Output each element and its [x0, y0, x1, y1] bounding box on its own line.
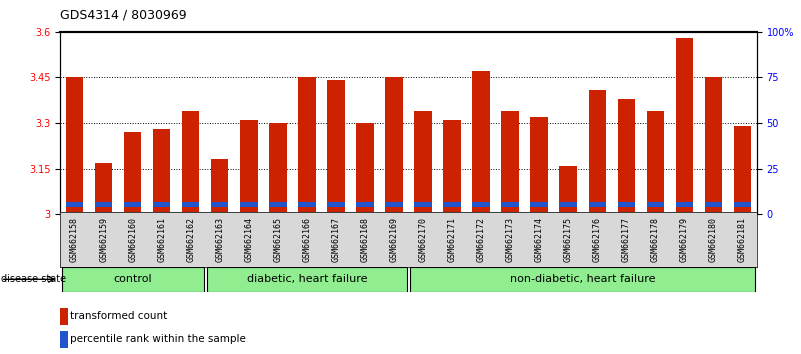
Text: GSM662180: GSM662180 [709, 217, 718, 262]
Text: GSM662166: GSM662166 [303, 217, 312, 262]
Text: GSM662165: GSM662165 [273, 217, 282, 262]
Bar [60, 308, 68, 325]
Text: percentile rank within the sample: percentile rank within the sample [70, 335, 246, 344]
Text: GSM662177: GSM662177 [622, 217, 630, 262]
Bar [385, 78, 403, 214]
Bar [298, 78, 316, 214]
Bar [646, 111, 664, 214]
Text: GSM662171: GSM662171 [448, 217, 457, 262]
Text: GSM662160: GSM662160 [128, 217, 137, 262]
Text: GSM662163: GSM662163 [215, 217, 224, 262]
Text: GSM662178: GSM662178 [651, 217, 660, 262]
Bar [62, 267, 203, 292]
Bar [356, 202, 373, 207]
Text: GSM662174: GSM662174 [535, 217, 544, 262]
Bar [559, 202, 577, 207]
Bar [95, 162, 112, 214]
Text: GSM662164: GSM662164 [244, 217, 253, 262]
Bar [414, 111, 432, 214]
Bar [443, 120, 461, 214]
Text: diabetic, heart failure: diabetic, heart failure [247, 274, 367, 284]
Bar [705, 202, 722, 207]
Text: GSM662181: GSM662181 [738, 217, 747, 262]
Bar [327, 202, 344, 207]
Bar [269, 202, 287, 207]
Bar [618, 202, 635, 207]
Text: GSM662175: GSM662175 [564, 217, 573, 262]
Bar [66, 202, 83, 207]
Bar [589, 202, 606, 207]
Bar [124, 202, 141, 207]
Text: GSM662173: GSM662173 [505, 217, 514, 262]
Text: GDS4314 / 8030969: GDS4314 / 8030969 [60, 9, 187, 22]
Text: GSM662167: GSM662167 [332, 217, 340, 262]
Bar [589, 90, 606, 214]
Bar [95, 202, 112, 207]
Text: GSM662162: GSM662162 [187, 217, 195, 262]
Bar [414, 202, 432, 207]
Bar [618, 99, 635, 214]
Bar [501, 202, 519, 207]
Text: GSM662158: GSM662158 [70, 217, 79, 262]
Bar [153, 202, 171, 207]
Text: GSM662179: GSM662179 [680, 217, 689, 262]
Text: GSM662176: GSM662176 [593, 217, 602, 262]
Bar [240, 202, 257, 207]
Bar [473, 202, 489, 207]
Bar [60, 331, 68, 348]
Bar [327, 80, 344, 214]
Bar [153, 129, 171, 214]
Bar [559, 166, 577, 214]
Bar [298, 202, 316, 207]
Bar [675, 38, 693, 214]
Bar [207, 267, 407, 292]
Text: GSM662168: GSM662168 [360, 217, 369, 262]
Bar [124, 132, 141, 214]
Bar [211, 160, 228, 214]
Text: transformed count: transformed count [70, 312, 167, 321]
Bar [473, 72, 489, 214]
Bar [66, 78, 83, 214]
Bar [443, 202, 461, 207]
Text: GSM662161: GSM662161 [157, 217, 166, 262]
Bar [646, 202, 664, 207]
Text: GSM662172: GSM662172 [477, 217, 485, 262]
Bar [734, 126, 751, 214]
Bar [705, 78, 722, 214]
Bar [530, 202, 548, 207]
Text: disease state: disease state [1, 274, 66, 284]
Bar [501, 111, 519, 214]
Text: non-diabetic, heart failure: non-diabetic, heart failure [510, 274, 655, 284]
Text: GSM662159: GSM662159 [99, 217, 108, 262]
Bar [211, 202, 228, 207]
Bar [356, 123, 373, 214]
Bar [182, 202, 199, 207]
Bar [410, 267, 755, 292]
Bar [269, 123, 287, 214]
Bar [182, 111, 199, 214]
Text: GSM662169: GSM662169 [389, 217, 398, 262]
Bar [530, 117, 548, 214]
Bar [240, 120, 257, 214]
Bar [385, 202, 403, 207]
Bar [734, 202, 751, 207]
Text: GSM662170: GSM662170 [419, 217, 428, 262]
Text: control: control [114, 274, 152, 284]
Bar [675, 202, 693, 207]
